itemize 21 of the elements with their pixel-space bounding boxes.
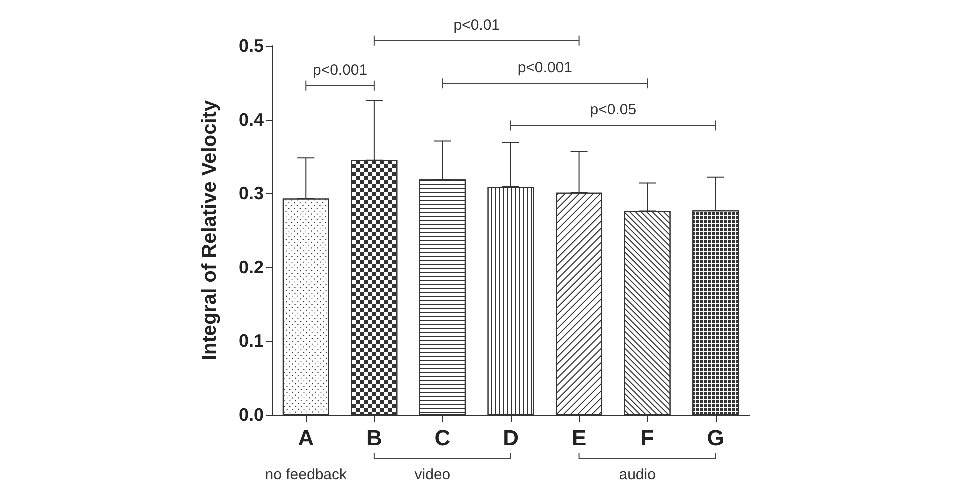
- text: no feedback: [265, 466, 348, 484]
- y-tick-label: 0.2: [238, 257, 264, 278]
- y-axis-title: Integral of Relative Velocity: [199, 100, 221, 361]
- y-tick-label: 0.1: [238, 331, 264, 352]
- annotation: p<0.001: [312, 62, 368, 79]
- x-tick-label: D: [503, 426, 519, 450]
- y-tick-label: 0.0: [238, 405, 264, 425]
- x-tick-label: C: [434, 426, 451, 450]
- y-tick-label: 0.3: [238, 184, 264, 204]
- x-tick-label: A: [298, 426, 314, 450]
- x-tick-label: F: [640, 426, 654, 450]
- x-tick-label: B: [366, 426, 382, 450]
- x-tick-label: E: [572, 426, 587, 450]
- annotation: p<0.001: [518, 60, 572, 77]
- y-tick-label: 0.5: [238, 36, 264, 56]
- text: audio: [619, 466, 656, 484]
- text: p<0.01: [454, 16, 500, 34]
- annotation: p<0.05: [590, 102, 637, 119]
- y-tick-label: 0.4: [238, 110, 264, 130]
- text: video: [414, 466, 451, 484]
- x-tick-label: G: [707, 426, 724, 450]
